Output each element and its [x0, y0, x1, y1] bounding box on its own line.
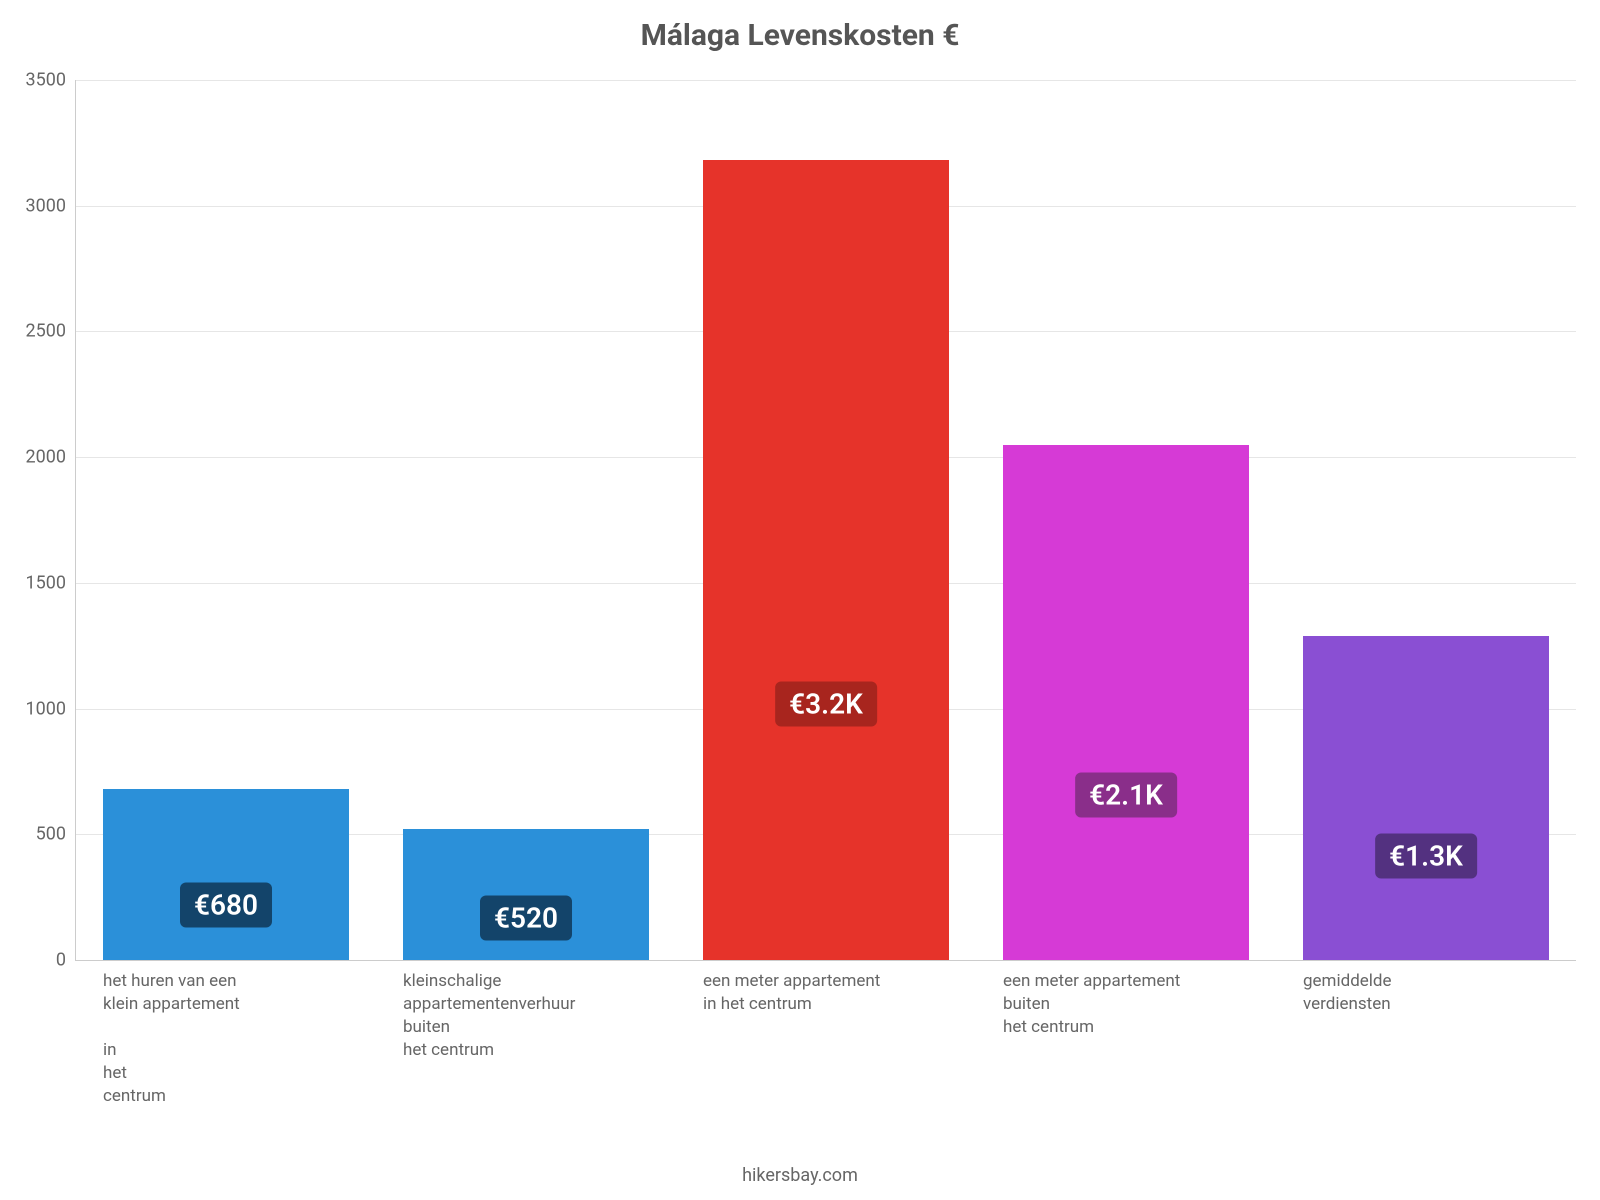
bar [1003, 445, 1249, 960]
y-tick-label: 3000 [26, 195, 76, 216]
chart-title: Málaga Levenskosten € [0, 18, 1600, 53]
bar [1303, 636, 1549, 960]
x-tick-label: het huren van een klein appartement in h… [103, 960, 323, 1108]
x-tick-label: gemiddelde verdiensten [1303, 960, 1523, 1016]
cost-of-living-chart: Málaga Levenskosten € 050010001500200025… [0, 0, 1600, 1200]
bar-value-label: €2.1K [1075, 773, 1177, 818]
plot-area: 0500100015002000250030003500€680het hure… [75, 80, 1576, 961]
bar-value-label: €1.3K [1375, 834, 1477, 879]
bar-value-label: €680 [180, 883, 272, 928]
bar [103, 789, 349, 960]
x-tick-label: kleinschalige appartementenverhuur buite… [403, 960, 623, 1062]
bar [703, 160, 949, 960]
x-tick-label: een meter appartement in het centrum [703, 960, 923, 1016]
y-tick-label: 2000 [26, 447, 76, 468]
y-tick-label: 0 [56, 950, 76, 971]
x-tick-label: een meter appartement buiten het centrum [1003, 960, 1223, 1039]
y-tick-label: 2500 [26, 321, 76, 342]
y-tick-label: 500 [36, 824, 76, 845]
y-tick-label: 1000 [26, 698, 76, 719]
gridline [76, 80, 1576, 81]
attribution-text: hikersbay.com [0, 1165, 1600, 1186]
bar-value-label: €520 [480, 896, 572, 941]
bar-value-label: €3.2K [775, 682, 877, 727]
y-tick-label: 3500 [26, 70, 76, 91]
y-tick-label: 1500 [26, 572, 76, 593]
